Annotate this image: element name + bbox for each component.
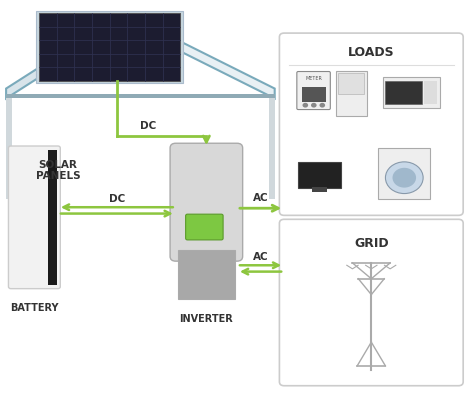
Bar <box>385 81 422 105</box>
Bar <box>298 162 341 188</box>
Bar <box>39 13 181 81</box>
Text: DC: DC <box>109 194 125 204</box>
Bar <box>338 73 364 93</box>
Text: AC: AC <box>253 193 268 203</box>
Circle shape <box>311 103 317 108</box>
Bar <box>36 11 183 83</box>
FancyBboxPatch shape <box>9 146 60 288</box>
FancyBboxPatch shape <box>170 143 243 261</box>
Bar <box>383 77 439 109</box>
Bar <box>48 150 56 285</box>
Bar <box>301 87 326 103</box>
FancyBboxPatch shape <box>297 71 330 110</box>
Text: INVERTER: INVERTER <box>180 314 233 324</box>
Text: AC: AC <box>253 252 268 263</box>
Text: BATTERY: BATTERY <box>10 302 59 312</box>
FancyBboxPatch shape <box>279 33 463 215</box>
Bar <box>336 71 366 116</box>
Text: METER: METER <box>305 76 322 81</box>
Polygon shape <box>124 13 275 99</box>
Bar <box>39 13 181 81</box>
Text: LOADS: LOADS <box>348 46 395 59</box>
Polygon shape <box>6 13 124 99</box>
FancyBboxPatch shape <box>279 219 463 386</box>
Circle shape <box>319 103 325 108</box>
Text: DC: DC <box>140 121 156 131</box>
Bar <box>178 251 235 298</box>
Circle shape <box>392 168 416 188</box>
Text: GRID: GRID <box>354 237 389 250</box>
Bar <box>6 99 12 200</box>
Bar <box>312 187 327 192</box>
Bar <box>424 81 438 105</box>
Circle shape <box>385 162 423 194</box>
Bar <box>378 148 430 200</box>
FancyBboxPatch shape <box>186 214 223 240</box>
Bar <box>269 99 275 200</box>
Bar <box>6 93 275 99</box>
Circle shape <box>302 103 308 108</box>
Text: SOLAR
PANELS: SOLAR PANELS <box>36 160 80 182</box>
